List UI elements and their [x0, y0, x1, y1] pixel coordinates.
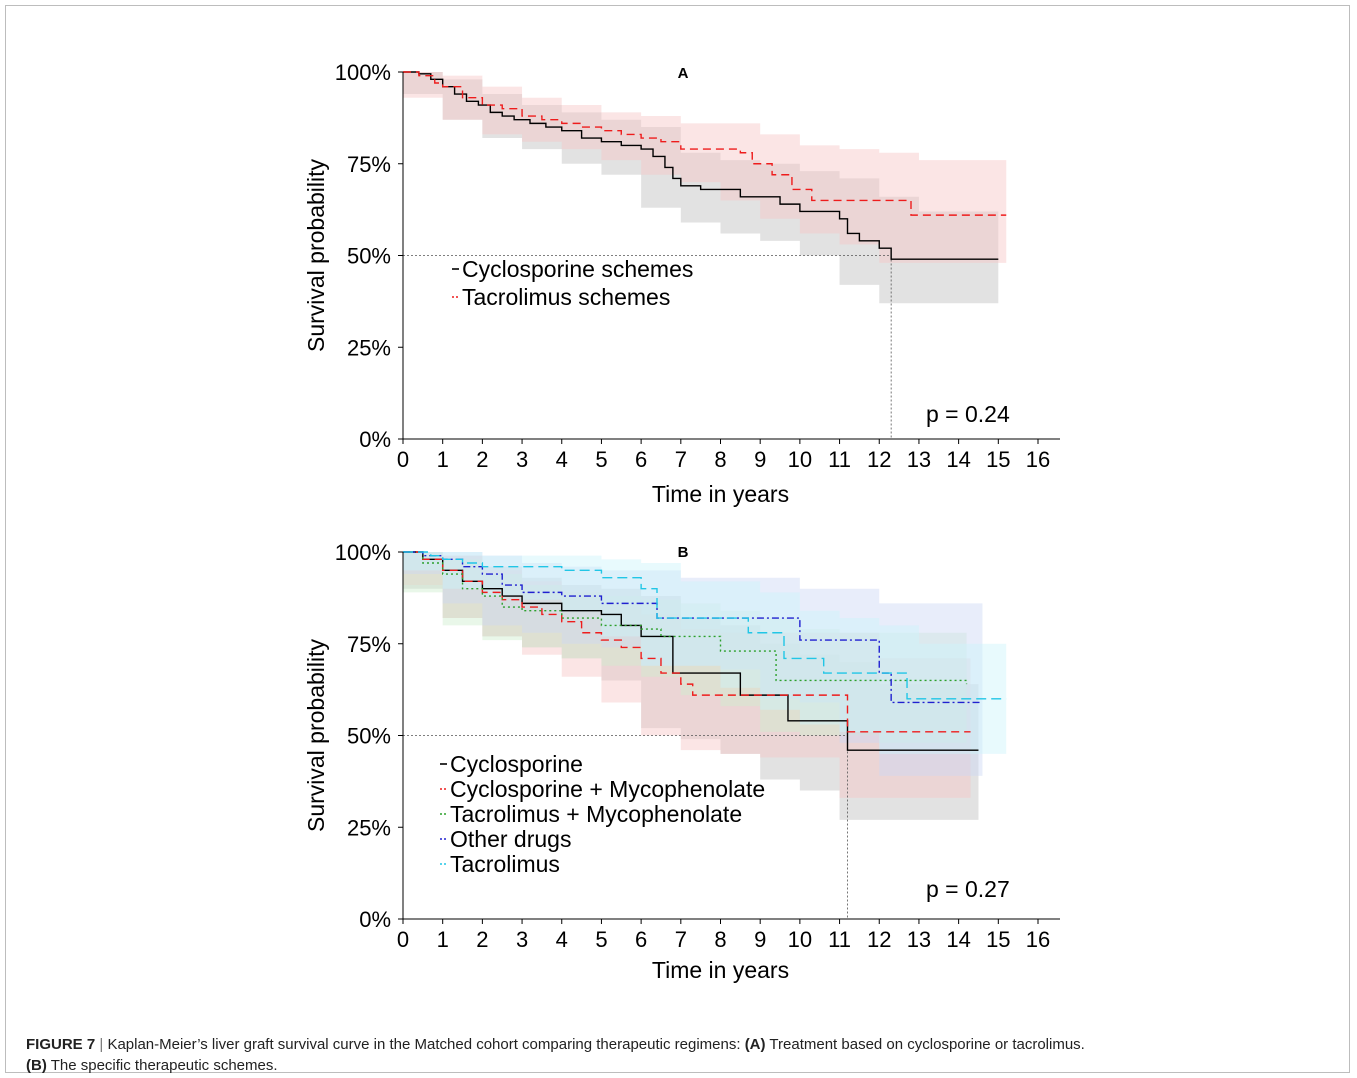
x-tick-label: 12 [867, 447, 891, 472]
x-tick-label: 0 [397, 927, 409, 952]
caption-text: Kaplan-Meier’s liver graft survival curv… [107, 1036, 740, 1053]
x-tick-label: 13 [907, 927, 931, 952]
p-value-annotation: p = 0.27 [926, 876, 1010, 902]
x-tick-label: 1 [437, 927, 449, 952]
x-tick-label: 10 [788, 447, 812, 472]
y-tick-label: 100% [335, 540, 391, 565]
x-tick-label: 2 [476, 927, 488, 952]
x-tick-label: 0 [397, 447, 409, 472]
panel-title: A [678, 65, 689, 82]
x-tick-label: 3 [516, 447, 528, 472]
x-tick-label: 8 [714, 927, 726, 952]
x-tick-label: 4 [556, 447, 568, 472]
caption-b-label: (B) [26, 1057, 47, 1074]
x-tick-label: 13 [907, 447, 931, 472]
x-tick-label: 11 [828, 927, 851, 952]
y-tick-label: 0% [359, 907, 391, 932]
x-tick-label: 4 [556, 927, 568, 952]
y-axis-label: Survival probability [303, 638, 329, 832]
legend-label-4: Tacrolimus [450, 851, 560, 877]
y-tick-label: 50% [347, 724, 391, 749]
x-axis-label: Time in years [652, 481, 789, 507]
legend-label-1: Cyclosporine + Mycophenolate [450, 776, 765, 802]
x-tick-label: 8 [714, 447, 726, 472]
x-tick-label: 7 [675, 927, 687, 952]
x-tick-label: 9 [754, 927, 766, 952]
x-tick-label: 2 [476, 447, 488, 472]
caption-a-text: Treatment based on cyclosporine or tacro… [769, 1036, 1084, 1053]
legend-label-2: Tacrolimus + Mycophenolate [450, 801, 742, 827]
x-tick-label: 1 [437, 447, 449, 472]
panel-a-chart: 0 1 2 3 4 5 6 7 8 9 10 11 12 13 14 15 160%25%50%75%100% A… [303, 60, 1060, 507]
x-tick-label: 7 [675, 447, 687, 472]
x-tick-label: 9 [754, 447, 766, 472]
x-axis-label: Time in years [652, 957, 789, 983]
x-tick-label: 15 [986, 927, 1010, 952]
x-tick-label: 6 [635, 447, 647, 472]
x-tick-label: 15 [986, 447, 1010, 472]
y-tick-label: 100% [335, 60, 391, 85]
y-tick-label: 75% [347, 152, 391, 177]
y-axis-label: Survival probability [303, 158, 329, 352]
x-tick-label: 5 [595, 447, 607, 472]
y-tick-label: 50% [347, 244, 391, 269]
x-tick-label: 5 [595, 927, 607, 952]
legend-label-0: Cyclosporine [450, 751, 583, 777]
panel-title: B [678, 544, 689, 561]
x-tick-label: 10 [788, 927, 812, 952]
y-tick-label: 25% [347, 815, 391, 840]
x-tick-label: 14 [946, 927, 970, 952]
panel-b-chart: 0 1 2 3 4 5 6 7 8 9 10 11 12 13 14 15 160%25%50%75%100% B… [303, 540, 1060, 983]
caption-label: FIGURE 7 [26, 1036, 95, 1053]
x-tick-label: 14 [946, 447, 970, 472]
ci-band-1 [403, 72, 1006, 263]
figure-caption: FIGURE 7 | Kaplan-Meier’s liver graft su… [26, 1034, 1346, 1076]
p-value-annotation: p = 0.24 [926, 401, 1010, 427]
figure-frame: 0 1 2 3 4 5 6 7 8 9 10 11 12 13 14 15 16 0% 25% 50% 75% 100% A… [5, 5, 1350, 1073]
x-tick-label: 6 [635, 927, 647, 952]
y-tick-label: 25% [347, 335, 391, 360]
x-tick-label: 16 [1026, 447, 1050, 472]
legend-label-1: Tacrolimus schemes [462, 284, 670, 310]
y-tick-label: 0% [359, 427, 391, 452]
x-tick-label: 12 [867, 927, 891, 952]
x-tick-label: 11 [828, 447, 851, 472]
x-tick-label: 16 [1026, 927, 1050, 952]
legend-label-0: Cyclosporine schemes [462, 256, 693, 282]
x-tick-label: 3 [516, 927, 528, 952]
figure-svg: 0 1 2 3 4 5 6 7 8 9 10 11 12 13 14 15 160%25%50%75%100% A… [6, 6, 1351, 1026]
legend-label-3: Other drugs [450, 826, 571, 852]
y-tick-label: 75% [347, 632, 391, 657]
caption-a-label: (A) [745, 1036, 766, 1053]
caption-separator: | [99, 1036, 103, 1053]
caption-b-text: The specific therapeutic schemes. [51, 1057, 278, 1074]
